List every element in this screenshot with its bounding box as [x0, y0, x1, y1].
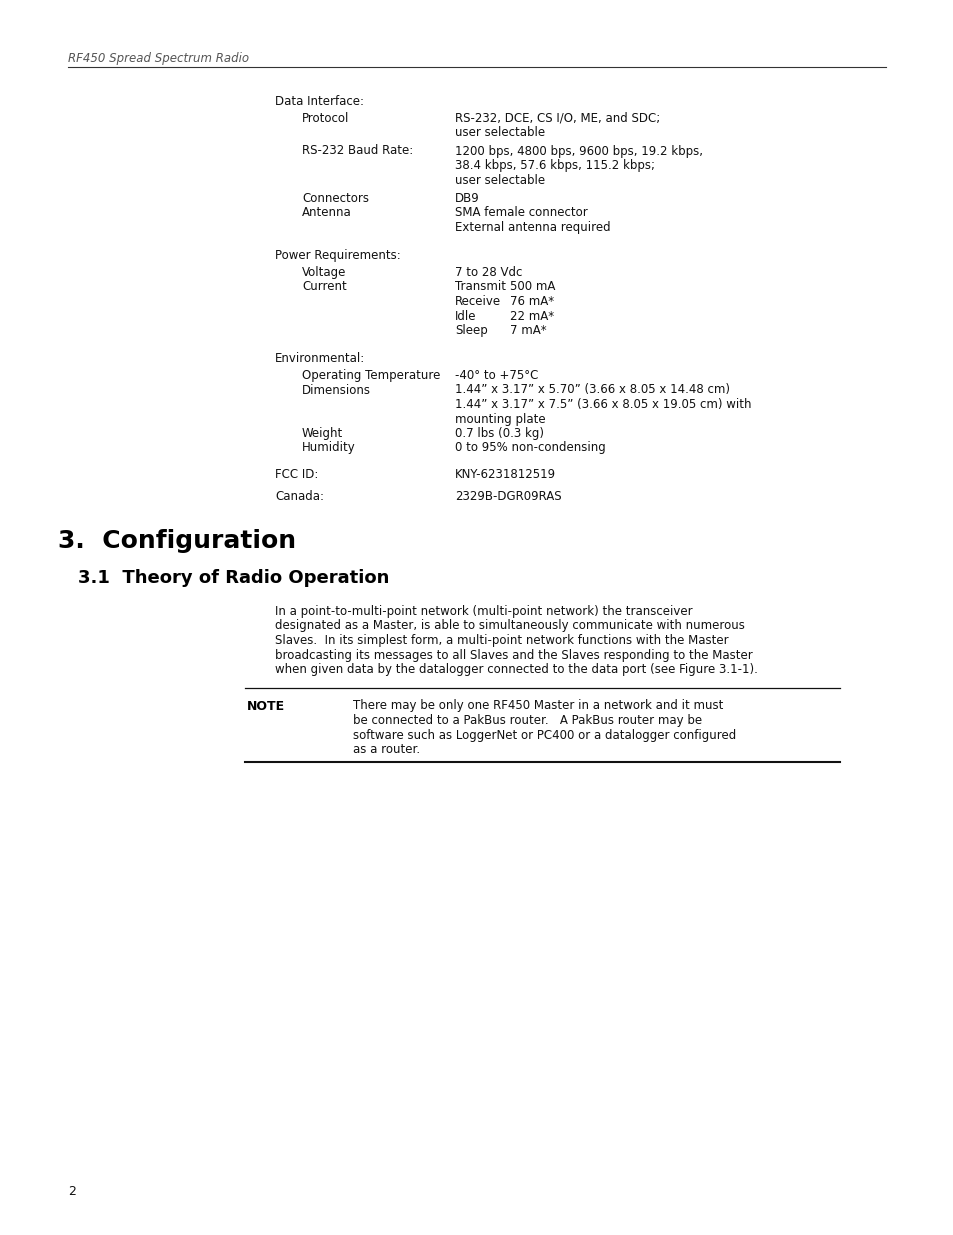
Text: Canada:: Canada:	[274, 490, 324, 504]
Text: 1.44” x 3.17” x 7.5” (3.66 x 8.05 x 19.05 cm) with: 1.44” x 3.17” x 7.5” (3.66 x 8.05 x 19.0…	[455, 398, 751, 411]
Text: 1200 bps, 4800 bps, 9600 bps, 19.2 kbps,: 1200 bps, 4800 bps, 9600 bps, 19.2 kbps,	[455, 144, 702, 158]
Text: Power Requirements:: Power Requirements:	[274, 249, 400, 263]
Text: 3.  Configuration: 3. Configuration	[58, 529, 295, 553]
Text: 7 mA*: 7 mA*	[510, 324, 546, 337]
Text: Dimensions: Dimensions	[302, 384, 371, 396]
Text: designated as a Master, is able to simultaneously communicate with numerous: designated as a Master, is able to simul…	[274, 620, 744, 632]
Text: RF450 Spread Spectrum Radio: RF450 Spread Spectrum Radio	[68, 52, 249, 65]
Text: Weight: Weight	[302, 427, 343, 440]
Text: Protocol: Protocol	[302, 111, 349, 125]
Text: 7 to 28 Vdc: 7 to 28 Vdc	[455, 266, 522, 279]
Text: Environmental:: Environmental:	[274, 352, 365, 366]
Text: SMA female connector: SMA female connector	[455, 206, 587, 220]
Text: Sleep: Sleep	[455, 324, 487, 337]
Text: RS-232, DCE, CS I/O, ME, and SDC;: RS-232, DCE, CS I/O, ME, and SDC;	[455, 111, 659, 125]
Text: user selectable: user selectable	[455, 126, 544, 140]
Text: 3.1  Theory of Radio Operation: 3.1 Theory of Radio Operation	[78, 569, 389, 587]
Text: Antenna: Antenna	[302, 206, 352, 220]
Text: Voltage: Voltage	[302, 266, 346, 279]
Text: be connected to a PakBus router.   A PakBus router may be: be connected to a PakBus router. A PakBu…	[353, 714, 701, 727]
Text: DB9: DB9	[455, 191, 479, 205]
Text: 500 mA: 500 mA	[510, 280, 555, 294]
Text: 0.7 lbs (0.3 kg): 0.7 lbs (0.3 kg)	[455, 427, 543, 440]
Text: 38.4 kbps, 57.6 kbps, 115.2 kbps;: 38.4 kbps, 57.6 kbps, 115.2 kbps;	[455, 159, 655, 172]
Text: 2329B-DGR09RAS: 2329B-DGR09RAS	[455, 490, 561, 504]
Text: 2: 2	[68, 1186, 76, 1198]
Text: There may be only one RF450 Master in a network and it must: There may be only one RF450 Master in a …	[353, 699, 722, 713]
Text: 22 mA*: 22 mA*	[510, 310, 554, 322]
Text: as a router.: as a router.	[353, 743, 419, 756]
Text: when given data by the datalogger connected to the data port (see Figure 3.1-1).: when given data by the datalogger connec…	[274, 663, 757, 676]
Text: software such as LoggerNet or PC400 or a datalogger configured: software such as LoggerNet or PC400 or a…	[353, 729, 736, 741]
Text: 0 to 95% non-condensing: 0 to 95% non-condensing	[455, 441, 605, 454]
Text: External antenna required: External antenna required	[455, 221, 610, 233]
Text: 76 mA*: 76 mA*	[510, 295, 554, 308]
Text: In a point-to-multi-point network (multi-point network) the transceiver: In a point-to-multi-point network (multi…	[274, 605, 692, 618]
Text: KNY-6231812519: KNY-6231812519	[455, 468, 556, 480]
Text: 1.44” x 3.17” x 5.70” (3.66 x 8.05 x 14.48 cm): 1.44” x 3.17” x 5.70” (3.66 x 8.05 x 14.…	[455, 384, 729, 396]
Text: Current: Current	[302, 280, 346, 294]
Text: broadcasting its messages to all Slaves and the Slaves responding to the Master: broadcasting its messages to all Slaves …	[274, 648, 752, 662]
Text: Transmit: Transmit	[455, 280, 505, 294]
Text: Receive: Receive	[455, 295, 500, 308]
Text: FCC ID:: FCC ID:	[274, 468, 318, 480]
Text: -40° to +75°C: -40° to +75°C	[455, 369, 537, 382]
Text: Idle: Idle	[455, 310, 476, 322]
Text: Data Interface:: Data Interface:	[274, 95, 364, 107]
Text: user selectable: user selectable	[455, 173, 544, 186]
Text: mounting plate: mounting plate	[455, 412, 545, 426]
Text: Humidity: Humidity	[302, 441, 355, 454]
Text: Slaves.  In its simplest form, a multi-point network functions with the Master: Slaves. In its simplest form, a multi-po…	[274, 634, 728, 647]
Text: RS-232 Baud Rate:: RS-232 Baud Rate:	[302, 144, 413, 158]
Text: NOTE: NOTE	[247, 699, 285, 713]
Text: Connectors: Connectors	[302, 191, 369, 205]
Text: Operating Temperature: Operating Temperature	[302, 369, 440, 382]
